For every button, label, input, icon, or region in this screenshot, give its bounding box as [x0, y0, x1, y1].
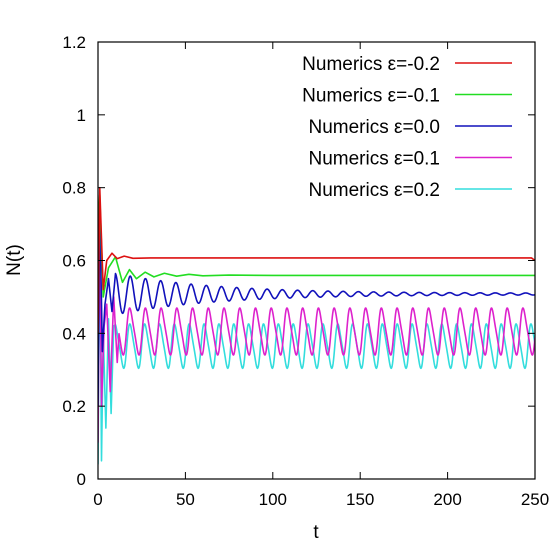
legend-label: Numerics ε=0.1 [309, 149, 441, 170]
legend-label: Numerics ε=-0.2 [302, 54, 440, 75]
x-tick-label: 0 [93, 490, 102, 509]
y-tick-label: 1 [77, 106, 86, 125]
y-axis-label: N(t) [4, 244, 25, 276]
y-tick-label: 1.2 [62, 33, 86, 52]
x-axis-label: t [313, 522, 319, 542]
series-line-2 [98, 205, 535, 407]
series-layer [98, 186, 535, 465]
y-tick-label: 0.2 [62, 397, 86, 416]
y-tick-label: 0.4 [62, 324, 86, 343]
y-tick-label: 0 [77, 470, 86, 489]
legend-label: Numerics ε=0.0 [309, 117, 441, 138]
legend-label: Numerics ε=-0.1 [302, 86, 440, 107]
x-tick-label: 100 [259, 490, 287, 509]
x-tick-label: 150 [346, 490, 374, 509]
legend-label: Numerics ε=0.2 [309, 180, 441, 201]
y-tick-label: 0.6 [62, 252, 86, 271]
y-tick-label: 0.8 [62, 179, 86, 198]
ticks-layer: 0 50 100 150 200 250 0 0.2 0.4 0.6 0.8 1 1.2 [62, 33, 549, 509]
series-line-4 [98, 223, 535, 465]
x-tick-label: 250 [521, 490, 549, 509]
x-tick-label: 200 [433, 490, 461, 509]
legend: Numerics ε=-0.2 Numerics ε=-0.1 Numerics ε… [302, 54, 512, 201]
plot-frame [97, 41, 536, 480]
x-tick-label: 50 [176, 490, 195, 509]
series-line-1 [98, 194, 535, 298]
series-line-3 [98, 216, 535, 443]
series-line-0 [98, 186, 535, 334]
